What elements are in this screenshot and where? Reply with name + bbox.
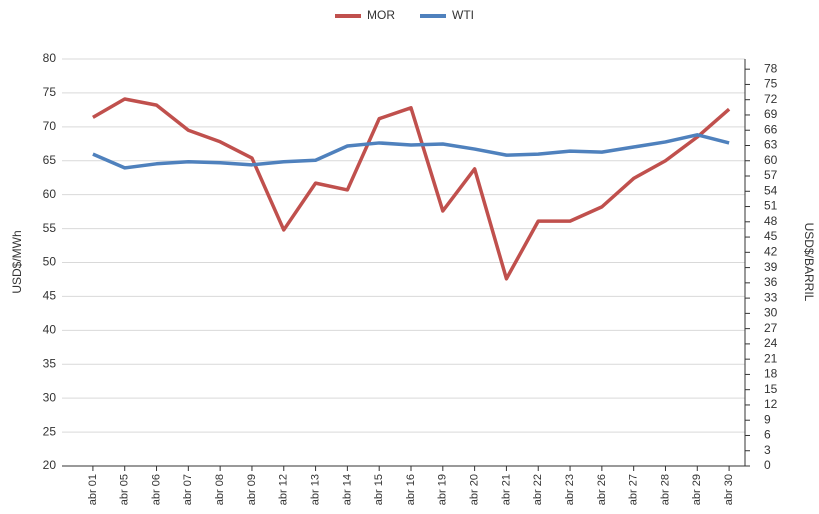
y2-tick-label: 36: [764, 275, 778, 289]
y2-tick-label: 57: [764, 168, 778, 182]
y2-tick-label: 42: [764, 244, 778, 258]
y2-tick-label: 51: [764, 199, 778, 213]
y2-tick-label: 27: [764, 321, 778, 335]
y-tick-label: 50: [43, 255, 57, 269]
x-tick-label: abr 30: [723, 474, 735, 505]
series-line: [92, 133, 730, 170]
x-tick-label: abr 05: [119, 474, 131, 505]
y2-tick-label: 48: [764, 214, 778, 228]
y2-tick-label: 69: [764, 107, 778, 121]
y-tick-label: 75: [43, 85, 57, 99]
y2-tick-label: 0: [764, 458, 771, 472]
x-tick-label: abr 13: [309, 474, 321, 505]
y2-tick-label: 3: [764, 443, 771, 457]
x-tick-label: abr 12: [278, 474, 290, 505]
x-tick-label: abr 29: [691, 474, 703, 505]
y2-tick-label: 66: [764, 122, 778, 136]
y-axis-label: USD$/MWh: [10, 230, 24, 293]
y-tick-label: 60: [43, 187, 57, 201]
y-tick-label: 40: [43, 323, 57, 337]
x-tick-label: abr 28: [659, 474, 671, 505]
y-tick-label: 55: [43, 221, 57, 235]
y-tick-label: 25: [43, 424, 57, 438]
y2-tick-label: 9: [764, 412, 771, 426]
y2-tick-label: 72: [764, 92, 778, 106]
y-tick-label: 30: [43, 390, 57, 404]
x-tick-label: abr 23: [564, 474, 576, 505]
y2-tick-label: 33: [764, 290, 778, 304]
x-tick-label: abr 20: [469, 474, 481, 505]
y2-tick-label: 63: [764, 138, 778, 152]
y2-tick-label: 12: [764, 397, 778, 411]
y2-tick-label: 45: [764, 229, 778, 243]
y-tick-label: 35: [43, 356, 57, 370]
y2-tick-label: 39: [764, 260, 778, 274]
x-tick-label: abr 09: [246, 474, 258, 505]
x-tick-label: abr 08: [214, 474, 226, 505]
x-tick-label: abr 19: [437, 474, 449, 505]
y2-tick-label: 75: [764, 77, 778, 91]
x-tick-label: abr 26: [596, 474, 608, 505]
y2-tick-label: 54: [764, 183, 778, 197]
x-tick-label: abr 07: [182, 474, 194, 505]
y2-axis-label: USD$/BARRIL: [802, 223, 816, 302]
y-tick-label: 45: [43, 289, 57, 303]
legend-label: MOR: [367, 8, 395, 22]
y2-tick-label: 6: [764, 428, 771, 442]
x-tick-label: abr 21: [500, 474, 512, 505]
y2-tick-label: 18: [764, 367, 778, 381]
y2-tick-label: 60: [764, 153, 778, 167]
y2-tick-label: 15: [764, 382, 778, 396]
y-tick-label: 20: [43, 458, 57, 472]
x-tick-label: abr 06: [150, 474, 162, 505]
x-tick-label: abr 14: [341, 474, 353, 505]
x-tick-label: abr 16: [405, 474, 417, 505]
x-tick-label: abr 15: [373, 474, 385, 505]
legend-label: WTI: [452, 8, 474, 22]
y-tick-label: 80: [43, 51, 57, 65]
y2-tick-label: 24: [764, 336, 778, 350]
y2-tick-label: 30: [764, 306, 778, 320]
y-tick-label: 70: [43, 119, 57, 133]
y-tick-label: 65: [43, 153, 57, 167]
y2-tick-label: 21: [764, 351, 778, 365]
x-tick-label: abr 27: [628, 474, 640, 505]
series-line: [92, 97, 731, 281]
x-tick-label: abr 01: [87, 474, 99, 505]
x-tick-label: abr 22: [532, 474, 544, 505]
y2-tick-label: 78: [764, 61, 778, 75]
